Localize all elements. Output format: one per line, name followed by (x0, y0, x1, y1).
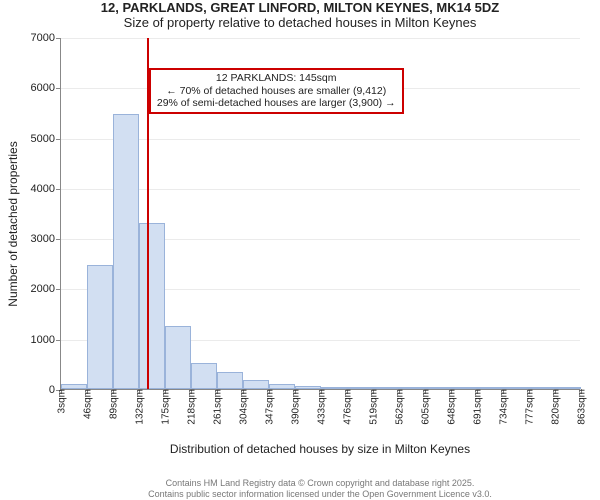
plot-area: 010002000300040005000600070003sqm46sqm89… (60, 38, 580, 390)
annotation-line-3: 29% of semi-detached houses are larger (… (157, 97, 396, 110)
xtick-label: 304sqm (237, 389, 250, 425)
xtick-label: 261sqm (211, 389, 224, 425)
xtick-label: 433sqm (315, 389, 328, 425)
annotation-line-2: ← 70% of detached houses are smaller (9,… (157, 85, 396, 98)
ytick-label: 2000 (15, 283, 61, 295)
ytick-label: 7000 (15, 32, 61, 44)
ytick-label: 3000 (15, 233, 61, 245)
xtick-label: 3sqm (55, 389, 68, 413)
xtick-label: 691sqm (471, 389, 484, 425)
ytick-label: 6000 (15, 82, 61, 94)
histogram-bar (217, 372, 243, 389)
xtick-label: 390sqm (289, 389, 302, 425)
xtick-label: 132sqm (133, 389, 146, 425)
footer-attribution: Contains HM Land Registry data © Crown c… (60, 478, 580, 499)
grid-line (61, 38, 580, 39)
annotation-line-1: 12 PARKLANDS: 145sqm (157, 72, 396, 85)
histogram-bar (87, 265, 113, 389)
chart-area: Number of detached properties 0100020003… (0, 34, 600, 454)
xtick-label: 734sqm (497, 389, 510, 425)
page: 12, PARKLANDS, GREAT LINFORD, MILTON KEY… (0, 0, 600, 500)
histogram-bar (243, 380, 269, 389)
histogram-bar (113, 114, 139, 389)
histogram-bar (139, 223, 165, 389)
xtick-label: 476sqm (341, 389, 354, 425)
xtick-label: 218sqm (185, 389, 198, 425)
xtick-label: 347sqm (263, 389, 276, 425)
annotation-box: 12 PARKLANDS: 145sqm← 70% of detached ho… (149, 68, 404, 114)
chart-title: 12, PARKLANDS, GREAT LINFORD, MILTON KEY… (0, 1, 600, 31)
xtick-label: 777sqm (523, 389, 536, 425)
ytick-label: 5000 (15, 133, 61, 145)
xtick-label: 46sqm (81, 389, 94, 419)
xtick-label: 820sqm (549, 389, 562, 425)
xtick-label: 863sqm (575, 389, 588, 425)
ytick-label: 1000 (15, 334, 61, 346)
xtick-label: 648sqm (445, 389, 458, 425)
histogram-bar (191, 363, 217, 389)
title-line-1: 12, PARKLANDS, GREAT LINFORD, MILTON KEY… (0, 1, 600, 16)
xtick-label: 175sqm (159, 389, 172, 425)
xtick-label: 519sqm (367, 389, 380, 425)
footer-line-2: Contains public sector information licen… (60, 489, 580, 499)
x-axis-label: Distribution of detached houses by size … (60, 442, 580, 456)
footer-line-1: Contains HM Land Registry data © Crown c… (60, 478, 580, 488)
xtick-label: 605sqm (419, 389, 432, 425)
ytick-label: 4000 (15, 183, 61, 195)
xtick-label: 562sqm (393, 389, 406, 425)
xtick-label: 89sqm (107, 389, 120, 419)
histogram-bar (165, 326, 191, 389)
title-line-2: Size of property relative to detached ho… (0, 16, 600, 31)
